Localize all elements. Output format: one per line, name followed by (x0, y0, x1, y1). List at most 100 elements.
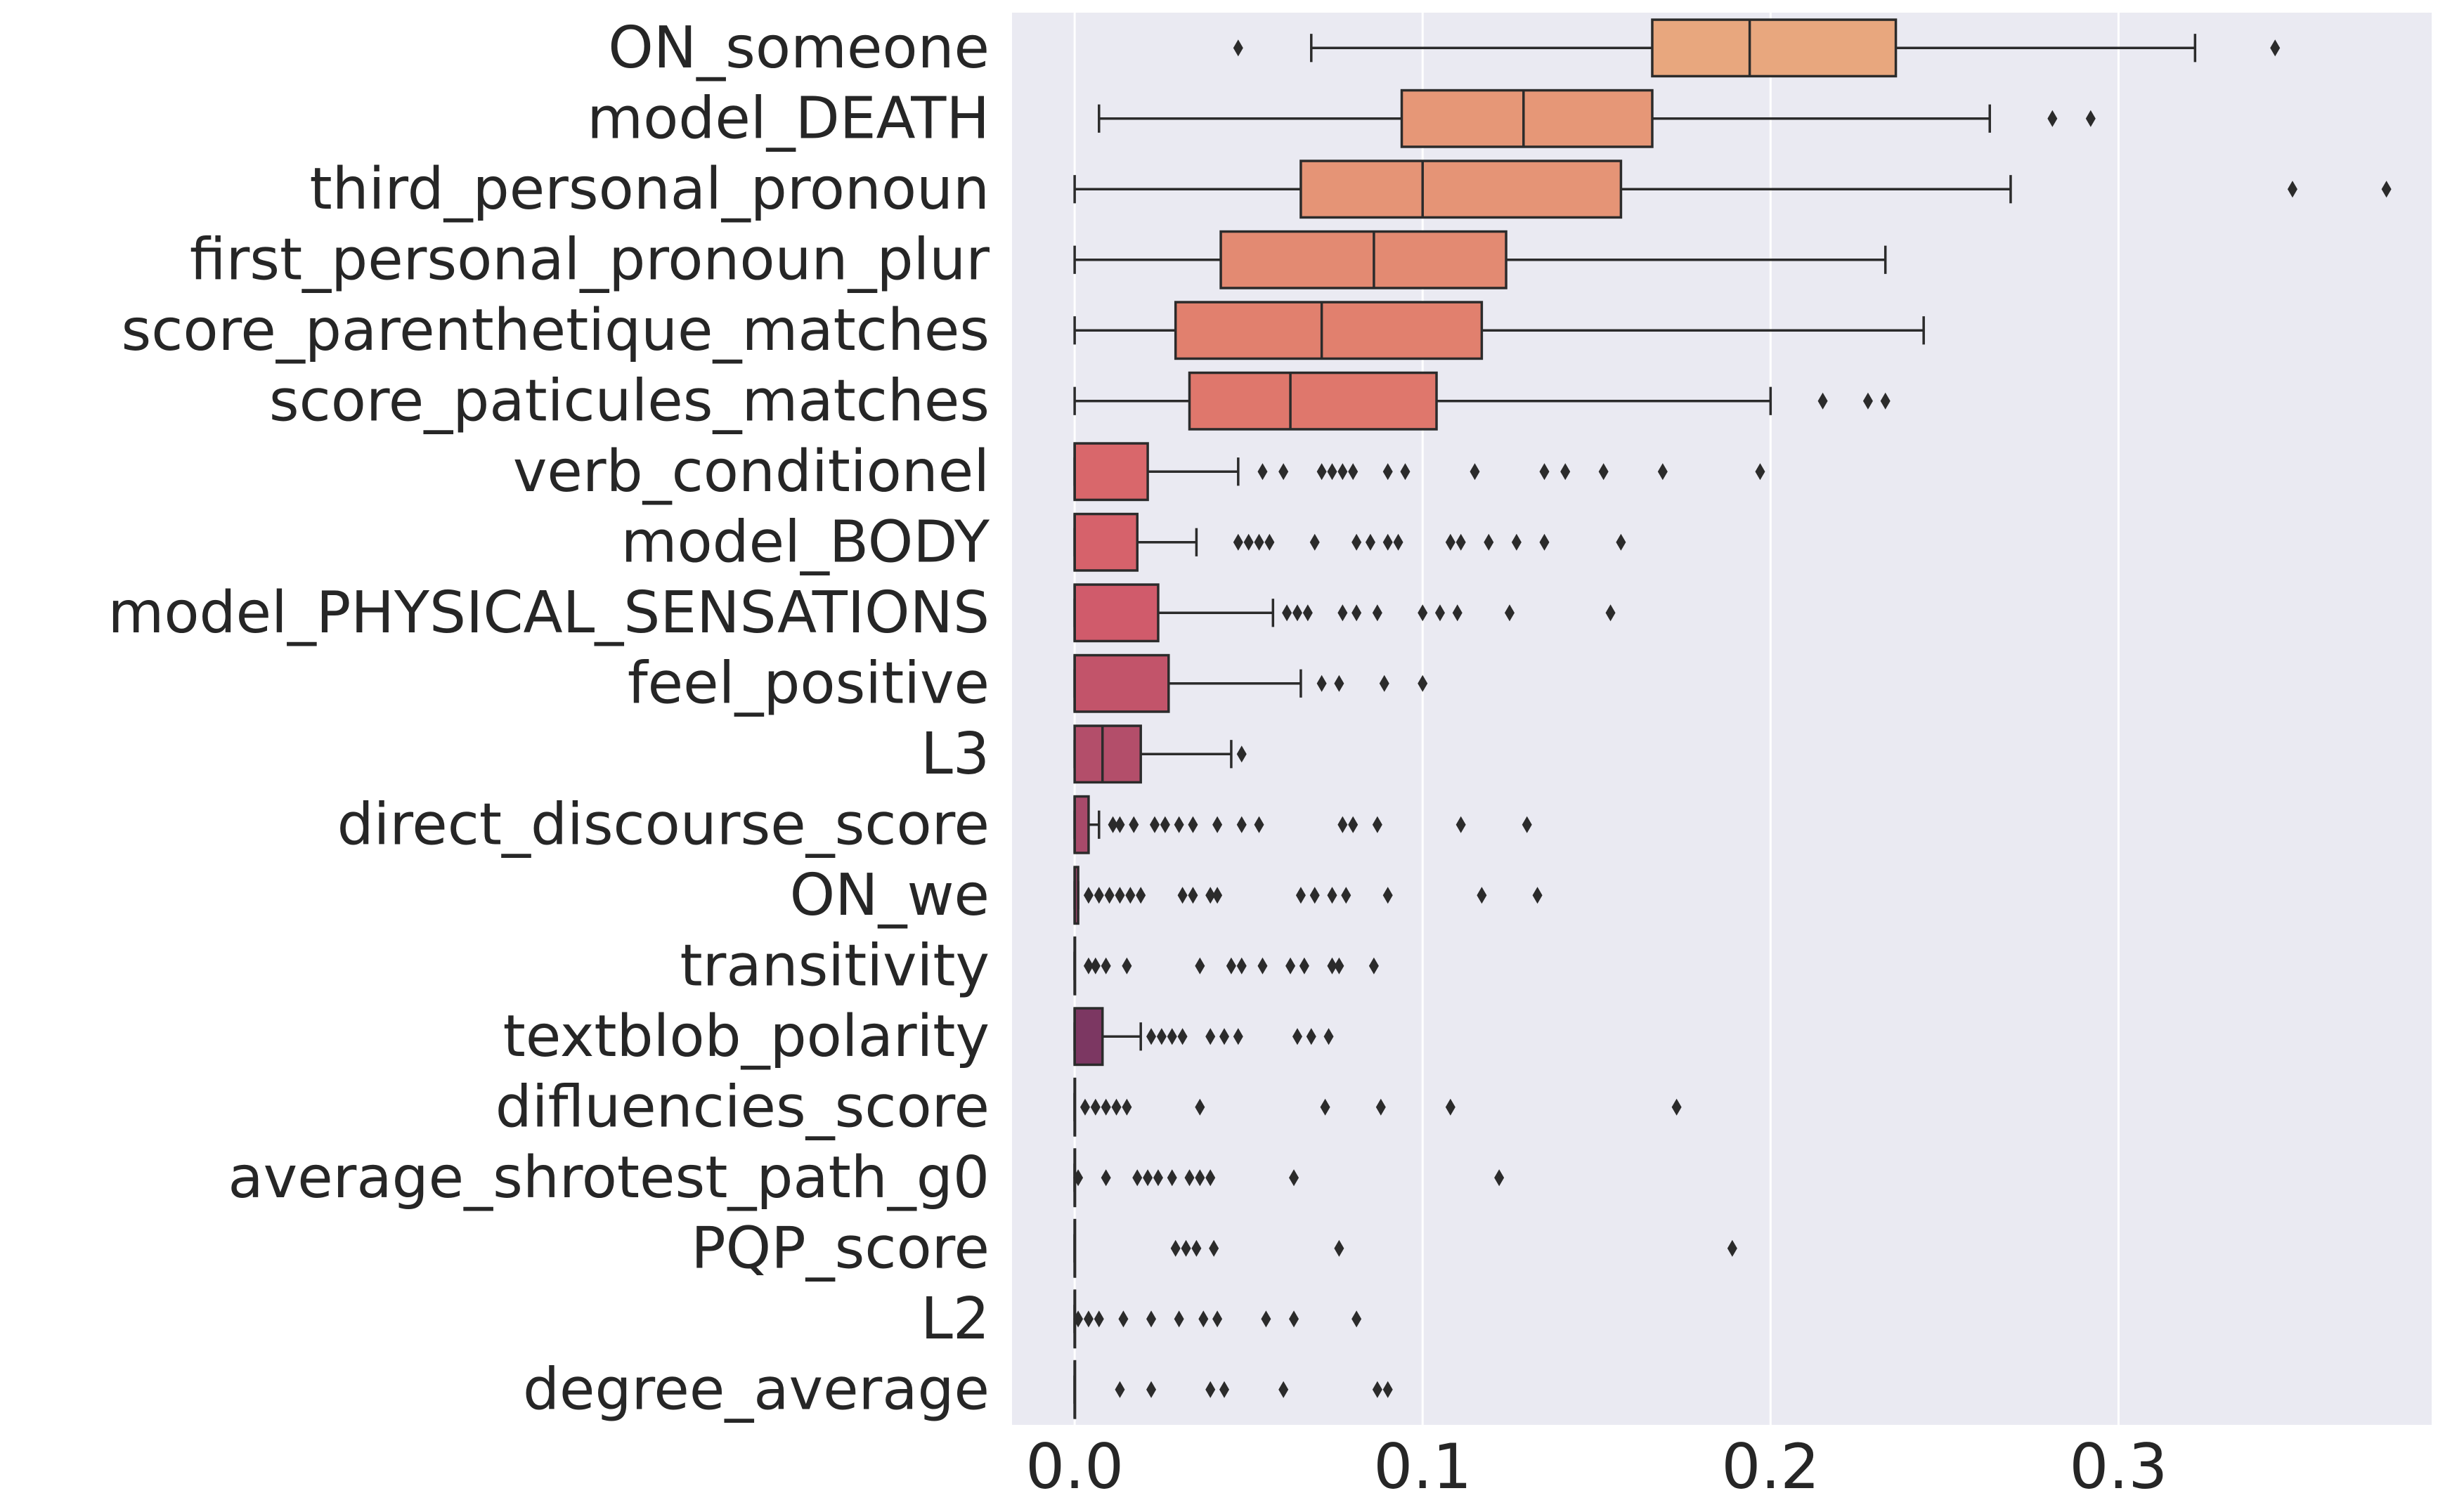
box-score_parenthetique_matches (1073, 301, 1925, 360)
outlier-point (1539, 463, 1550, 481)
outlier-point (1880, 392, 1891, 410)
outlier-point (1341, 887, 1351, 904)
outlier-point (1101, 1169, 1111, 1187)
y-tick-label: model_DEATH (587, 85, 990, 152)
outlier-point (1368, 957, 1379, 975)
outlier-point (1136, 887, 1146, 904)
iqr-box (1073, 795, 1090, 854)
outlier-point (1073, 1169, 1084, 1187)
outlier-point (1264, 533, 1275, 551)
y-tick-label: ON_we (790, 862, 990, 929)
outlier-point (1616, 533, 1626, 551)
outlier-point (1365, 533, 1375, 551)
outlier-point (1560, 463, 1571, 481)
outlier-point (1090, 957, 1101, 975)
outlier-point (1104, 887, 1115, 904)
y-tick-label: transitivity (680, 932, 990, 999)
outlier-point (1382, 887, 1393, 904)
outlier-point (1191, 1239, 1202, 1257)
outlier-point (1090, 1098, 1101, 1116)
outlier-point (1351, 604, 1362, 622)
outlier-point (2047, 110, 2058, 127)
x-tick-label: 0.3 (2069, 1430, 2167, 1503)
outlier-point (1257, 957, 1268, 975)
box-L2 (1073, 1289, 1362, 1349)
x-tick-labels: 0.0 0.1 0.2 0.3 (1025, 1430, 2167, 1503)
box-score_paticules_matches (1073, 371, 1891, 431)
outlier-point (1226, 957, 1236, 975)
outlier-point (1477, 887, 1487, 904)
box-model_DEATH (1098, 89, 2096, 148)
outlier-point (1108, 816, 1118, 833)
y-tick-label: degree_average (523, 1356, 990, 1423)
outlier-point (1205, 1169, 1216, 1187)
outlier-point (1111, 1098, 1122, 1116)
outlier-point (1817, 392, 1828, 410)
outlier-point (1160, 816, 1170, 833)
y-tick-label: model_PHYSICAL_SENSATIONS (108, 580, 990, 646)
iqr-box (1299, 159, 1623, 219)
plot-area (1012, 13, 2432, 1425)
outlier-point (1348, 816, 1359, 833)
outlier-point (1327, 957, 1337, 975)
box-L3 (1073, 724, 1247, 784)
outlier-point (1504, 604, 1515, 622)
outlier-point (1337, 604, 1348, 622)
outlier-point (1434, 604, 1445, 622)
outlier-point (1257, 463, 1268, 481)
outlier-point (2381, 181, 2392, 198)
outlier-point (1455, 816, 1466, 833)
outlier-point (1143, 1169, 1153, 1187)
iqr-box (1073, 442, 1149, 502)
outlier-point (1254, 816, 1264, 833)
outlier-point (1292, 1028, 1302, 1045)
y-tick-label: first_personal_pronoun_plur (190, 226, 990, 293)
outlier-point (1236, 957, 1247, 975)
outlier-point (1236, 745, 1247, 763)
outlier-point (1382, 463, 1393, 481)
outlier-point (1470, 463, 1480, 481)
iqr-box (1219, 230, 1507, 289)
outlier-point (1327, 463, 1337, 481)
y-tick-label: third_personal_pronoun (309, 156, 990, 223)
outlier-point (1125, 887, 1136, 904)
outlier-point (1320, 1098, 1330, 1116)
outlier-point (1205, 1381, 1216, 1398)
outlier-point (1198, 1310, 1209, 1328)
outlier-point (1348, 463, 1359, 481)
outlier-point (1418, 604, 1428, 622)
outlier-point (1445, 533, 1455, 551)
box-first_personal_pronoun_plur (1073, 230, 1887, 289)
outlier-point (1292, 604, 1302, 622)
outlier-point (1254, 533, 1264, 551)
outlier-point (1862, 392, 1873, 410)
box-ON_we (1073, 866, 1543, 925)
outlier-point (1233, 1028, 1243, 1045)
outlier-point (1146, 1381, 1157, 1398)
outlier-point (1209, 1239, 1219, 1257)
outlier-point (1233, 39, 1243, 57)
outlier-point (1351, 1310, 1362, 1328)
outlier-point (1657, 463, 1668, 481)
iqr-box (1073, 653, 1170, 713)
outlier-point (1334, 957, 1344, 975)
iqr-box (1400, 89, 1654, 148)
outlier-point (1236, 816, 1247, 833)
y-tick-label: PQP_score (691, 1215, 990, 1282)
outlier-point (1101, 957, 1111, 975)
outlier-point (1184, 1169, 1195, 1187)
outlier-point (1382, 533, 1393, 551)
outlier-point (1243, 533, 1254, 551)
outlier-point (1205, 1028, 1216, 1045)
outlier-point (1316, 463, 1327, 481)
outlier-point (1379, 674, 1389, 692)
y-tick-label: L2 (921, 1286, 990, 1353)
iqr-box (1073, 724, 1142, 784)
outlier-point (1605, 604, 1616, 622)
outlier-point (1372, 1381, 1382, 1398)
x-tick-label: 0.2 (1721, 1430, 1820, 1503)
outlier-point (1671, 1098, 1682, 1116)
box-degree_average (1073, 1360, 1393, 1419)
outlier-point (1306, 1028, 1316, 1045)
